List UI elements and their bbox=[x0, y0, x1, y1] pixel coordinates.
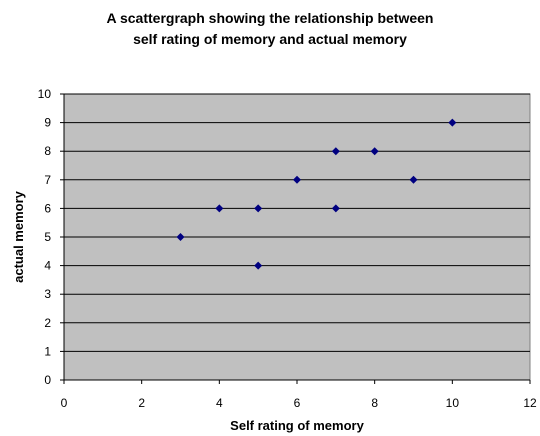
chart-title-line-2: self rating of memory and actual memory bbox=[133, 31, 407, 47]
data-point bbox=[176, 233, 185, 241]
y-tick-label: 1 bbox=[44, 344, 51, 358]
data-point bbox=[254, 261, 263, 270]
data-point bbox=[331, 204, 340, 213]
data-point bbox=[370, 147, 379, 156]
chart-title-line-1: A scattergraph showing the relationship … bbox=[106, 10, 434, 26]
x-tick-label: 0 bbox=[61, 396, 68, 410]
data-point bbox=[254, 204, 263, 213]
y-tick-label: 4 bbox=[44, 259, 51, 273]
y-tick-label: 5 bbox=[44, 230, 51, 244]
x-tick-label: 4 bbox=[216, 396, 223, 410]
y-tick-label: 8 bbox=[44, 144, 51, 158]
y-tick-label: 9 bbox=[44, 116, 51, 130]
data-point bbox=[215, 204, 224, 213]
y-axis-label: actual memory bbox=[11, 190, 26, 283]
y-tick-label: 2 bbox=[44, 316, 51, 330]
y-tick-label: 6 bbox=[44, 201, 51, 215]
y-tick-label: 7 bbox=[44, 173, 51, 187]
x-axis-label: Self rating of memory bbox=[230, 418, 364, 433]
data-point bbox=[448, 118, 457, 127]
data-point bbox=[293, 175, 301, 184]
x-tick-label: 12 bbox=[523, 396, 537, 410]
x-tick-label: 6 bbox=[294, 396, 301, 410]
data-point bbox=[331, 147, 340, 156]
x-tick-label: 2 bbox=[138, 396, 145, 410]
chart-title: A scattergraph showing the relationship … bbox=[0, 8, 540, 50]
data-point bbox=[409, 175, 418, 184]
y-tick-label: 10 bbox=[38, 87, 52, 101]
y-tick-label: 3 bbox=[44, 287, 51, 301]
y-tick-label: 0 bbox=[44, 373, 51, 387]
x-tick-label: 10 bbox=[446, 396, 460, 410]
x-tick-label: 8 bbox=[371, 396, 378, 410]
